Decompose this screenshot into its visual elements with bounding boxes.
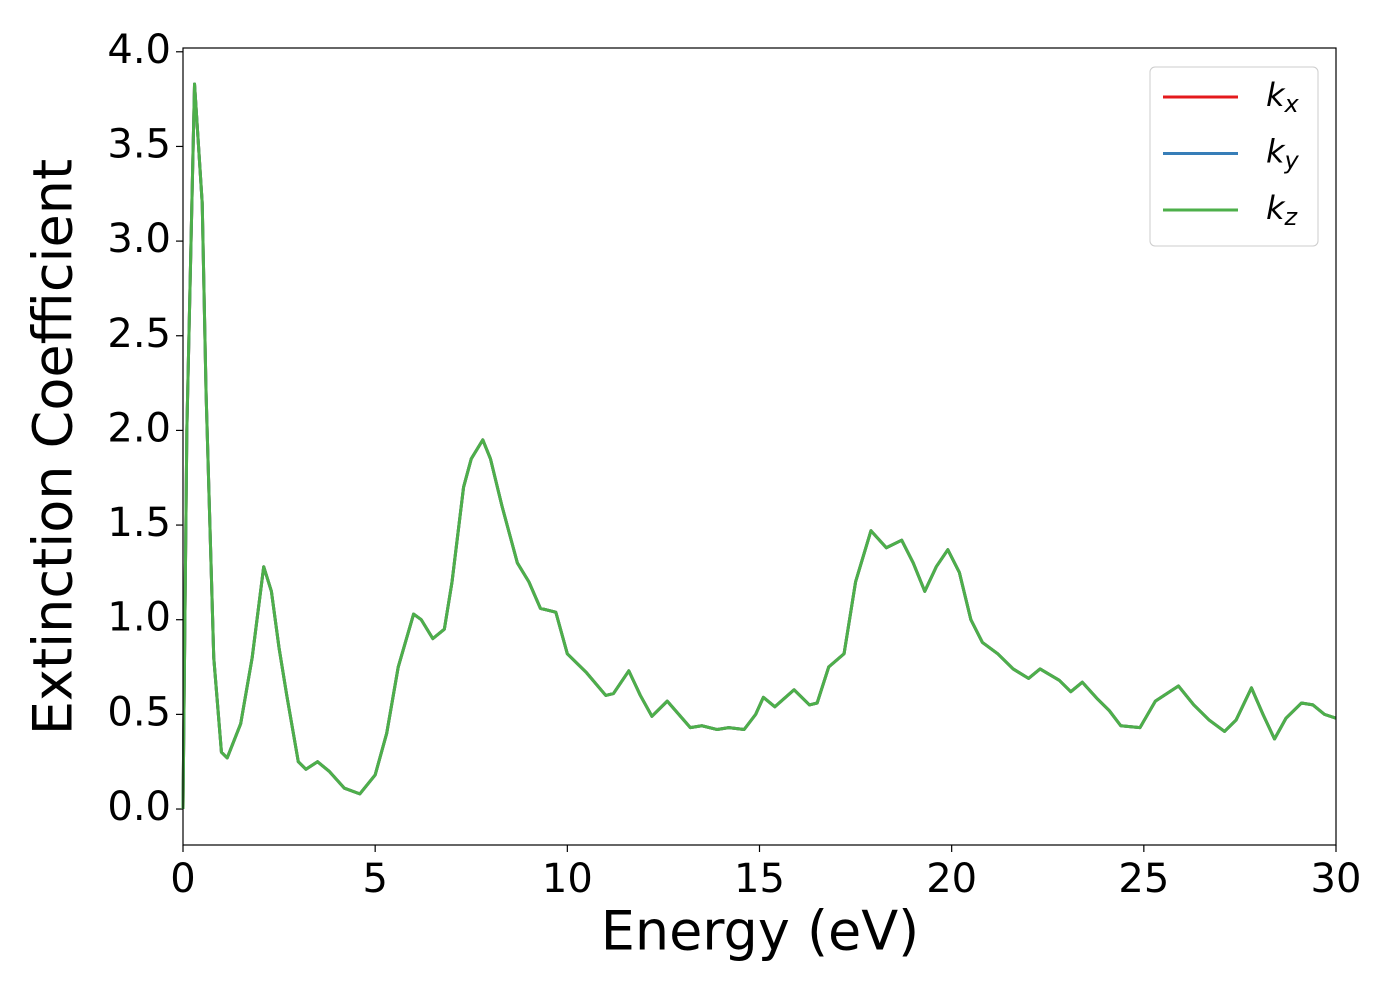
y-tick-label: 0.5 bbox=[107, 689, 171, 735]
y-tick-label: 2.5 bbox=[107, 311, 171, 357]
y-tick-label: 2.0 bbox=[107, 405, 171, 451]
legend-box bbox=[1149, 66, 1319, 247]
x-tick-label: 15 bbox=[734, 856, 785, 902]
plot-frame bbox=[182, 47, 1337, 846]
y-tick-label: 3.0 bbox=[107, 216, 171, 262]
x-tick-label: 30 bbox=[1311, 856, 1362, 902]
y-axis-label: Extinction Coefficient bbox=[22, 159, 85, 735]
data-line bbox=[181, 82, 1337, 810]
y-tick-label: 0.0 bbox=[107, 784, 171, 830]
x-tick-label: 25 bbox=[1118, 856, 1169, 902]
y-tick-label: 1.0 bbox=[107, 595, 171, 641]
y-tick-label: 4.0 bbox=[107, 27, 171, 73]
x-tick-label: 20 bbox=[926, 856, 977, 902]
y-tick-label: 3.5 bbox=[107, 121, 171, 167]
x-axis-label: Energy (eV) bbox=[601, 900, 920, 963]
x-tick-label: 5 bbox=[362, 856, 387, 902]
x-tick-label: 10 bbox=[542, 856, 593, 902]
y-tick-label: 1.5 bbox=[107, 500, 171, 546]
x-tick-label: 0 bbox=[170, 856, 195, 902]
